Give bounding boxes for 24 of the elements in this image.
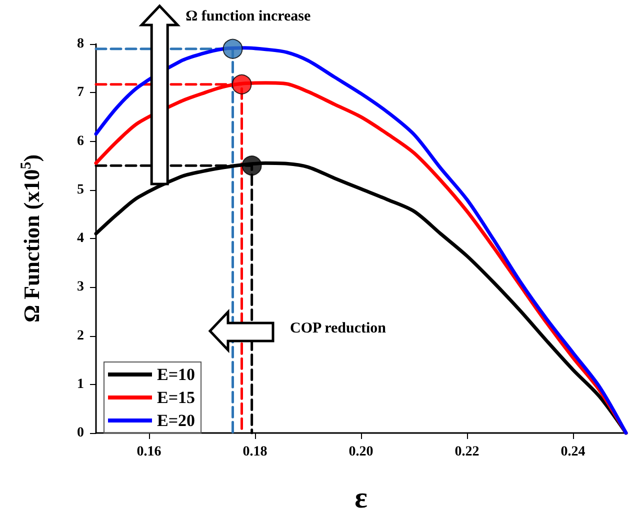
annotation: COP reduction: [290, 320, 387, 336]
y-tick-label: 2: [77, 328, 84, 344]
x-tick-label: 0.22: [454, 444, 480, 460]
legend-label: E=15: [157, 388, 196, 407]
x-tick-label: 0.20: [348, 444, 374, 460]
x-axis-title: ε: [354, 482, 368, 514]
y-tick-label: 7: [77, 85, 84, 100]
point: [232, 74, 252, 94]
x-tick-label: 0.18: [242, 444, 268, 460]
y-tick-label: 1: [77, 376, 84, 392]
y-tick-label: 0: [77, 426, 84, 440]
point: [222, 38, 243, 59]
y-tick-label: 3: [77, 280, 84, 295]
legend-label: E=10: [157, 365, 196, 384]
annotation: Ω function increase: [186, 8, 312, 24]
y-axis-title: Ω Function (x105): [18, 154, 44, 323]
legend-label: E=20: [157, 411, 196, 430]
y-tick-label: 4: [77, 231, 84, 246]
y-tick-label: 8: [77, 36, 84, 52]
y-tick-label: 5: [77, 182, 84, 198]
y-tick-label: 6: [77, 134, 84, 149]
x-tick-label: 0.24: [560, 444, 586, 460]
point: [242, 156, 262, 176]
x-tick-label: 0.16: [136, 444, 162, 460]
